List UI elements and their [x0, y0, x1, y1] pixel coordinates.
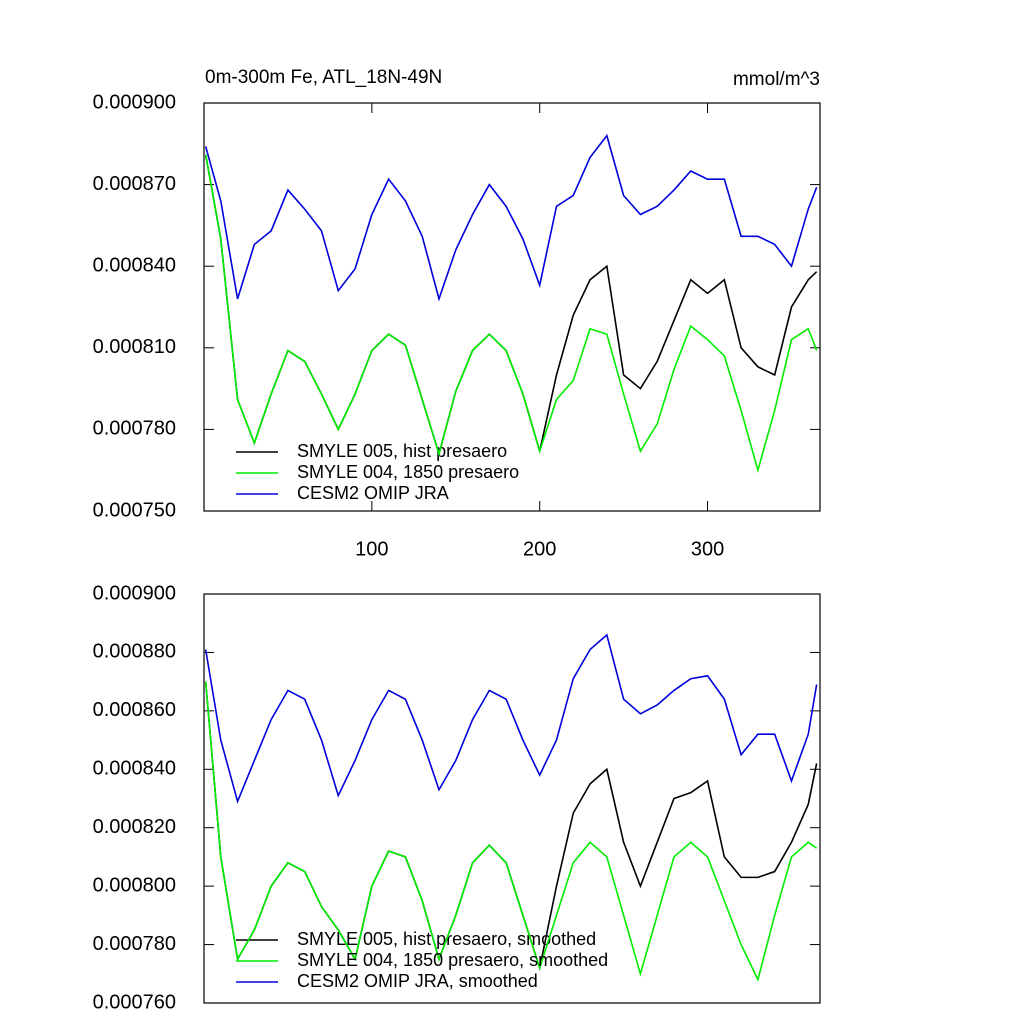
series-line [204, 681, 818, 982]
series-line [204, 681, 818, 972]
x-tick-label: 300 [691, 538, 724, 560]
y-tick-label: 0.000820 [93, 816, 176, 838]
y-tick-label: 0.000900 [93, 582, 176, 604]
y-tick-label: 0.000900 [93, 91, 176, 113]
y-tick-label: 0.000750 [93, 499, 176, 521]
y-tick-label: 0.000760 [93, 991, 176, 1013]
y-tick-label: 0.000870 [93, 173, 176, 195]
x-tick-label: 200 [523, 538, 556, 560]
legend-label: CESM2 OMIP JRA [297, 483, 449, 503]
x-tick-label: 100 [355, 538, 388, 560]
y-tick-label: 0.000800 [93, 874, 176, 896]
series-line [204, 633, 818, 804]
legend-label: SMYLE 005, hist presaero [297, 441, 507, 461]
series-line [204, 133, 818, 302]
y-tick-label: 0.000880 [93, 641, 176, 663]
y-tick-label: 0.000860 [93, 699, 176, 721]
y-tick-label: 0.000780 [93, 418, 176, 440]
series-line [204, 154, 818, 474]
unit-label: mmol/m^3 [733, 69, 820, 90]
y-tick-label: 0.000840 [93, 758, 176, 780]
legend-label: SMYLE 004, 1850 presaero [297, 462, 519, 482]
y-tick-label: 0.000810 [93, 336, 176, 358]
plot-frame [203, 102, 821, 512]
legend-label: SMYLE 004, 1850 presaero, smoothed [297, 950, 608, 970]
y-tick-label: 0.000780 [93, 933, 176, 955]
legend-label: CESM2 OMIP JRA, smoothed [297, 971, 538, 991]
y-tick-label: 0.000840 [93, 254, 176, 276]
chart-title: 0m-300m Fe, ATL_18N-49N [205, 67, 442, 88]
plot-frame [203, 593, 821, 1004]
